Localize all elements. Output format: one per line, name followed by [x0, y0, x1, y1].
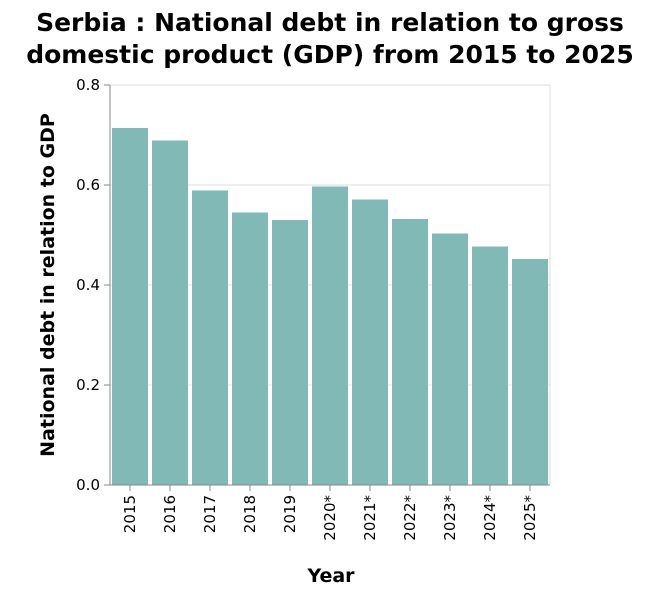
x-tick-label: 2021* — [361, 495, 379, 541]
x-tick-label: 2015 — [121, 495, 139, 533]
bar-2015 — [112, 128, 148, 485]
y-tick-label: 0.6 — [76, 176, 100, 194]
bars — [112, 128, 548, 485]
chart-title-line-1: Serbia : National debt in relation to gr… — [36, 8, 624, 37]
bar-2017 — [192, 190, 228, 485]
bar-2019 — [272, 220, 308, 485]
y-axis-title: National debt in relation to GDP — [37, 113, 59, 457]
x-tick-label: 2018 — [241, 495, 259, 533]
x-tick-label: 2019 — [281, 495, 299, 533]
x-axis-title: Year — [306, 565, 355, 587]
y-tick-label: 0.4 — [76, 276, 100, 294]
x-tick-label: 2023* — [441, 495, 459, 541]
x-tick-label: 2017 — [201, 495, 219, 533]
bar-2020-projected — [312, 186, 348, 485]
bar-2023-projected — [432, 233, 468, 485]
bar-2022-projected — [392, 219, 428, 485]
x-tick-label: 2025* — [521, 495, 539, 541]
bar-2025-projected — [512, 259, 548, 485]
axes: 0.0 0.2 0.4 0.6 0.8 2015 2016 2017 2018 2019 2020*… — [76, 76, 550, 541]
chart-title-line-2: domestic product (GDP) from 2015 to 2025 — [26, 40, 634, 69]
y-tick-label: 0.8 — [76, 76, 100, 94]
y-tick-label: 0.0 — [76, 476, 100, 494]
x-tick-label: 2024* — [481, 495, 499, 541]
bar-2021-projected — [352, 199, 388, 485]
bar-2024-projected — [472, 246, 508, 485]
y-tick-label: 0.2 — [76, 376, 100, 394]
bar-2016 — [152, 140, 188, 485]
x-tick-label: 2016 — [161, 495, 179, 533]
x-tick-label: 2020* — [321, 495, 339, 541]
bar-2018 — [232, 212, 268, 485]
x-tick-label: 2022* — [401, 495, 419, 541]
